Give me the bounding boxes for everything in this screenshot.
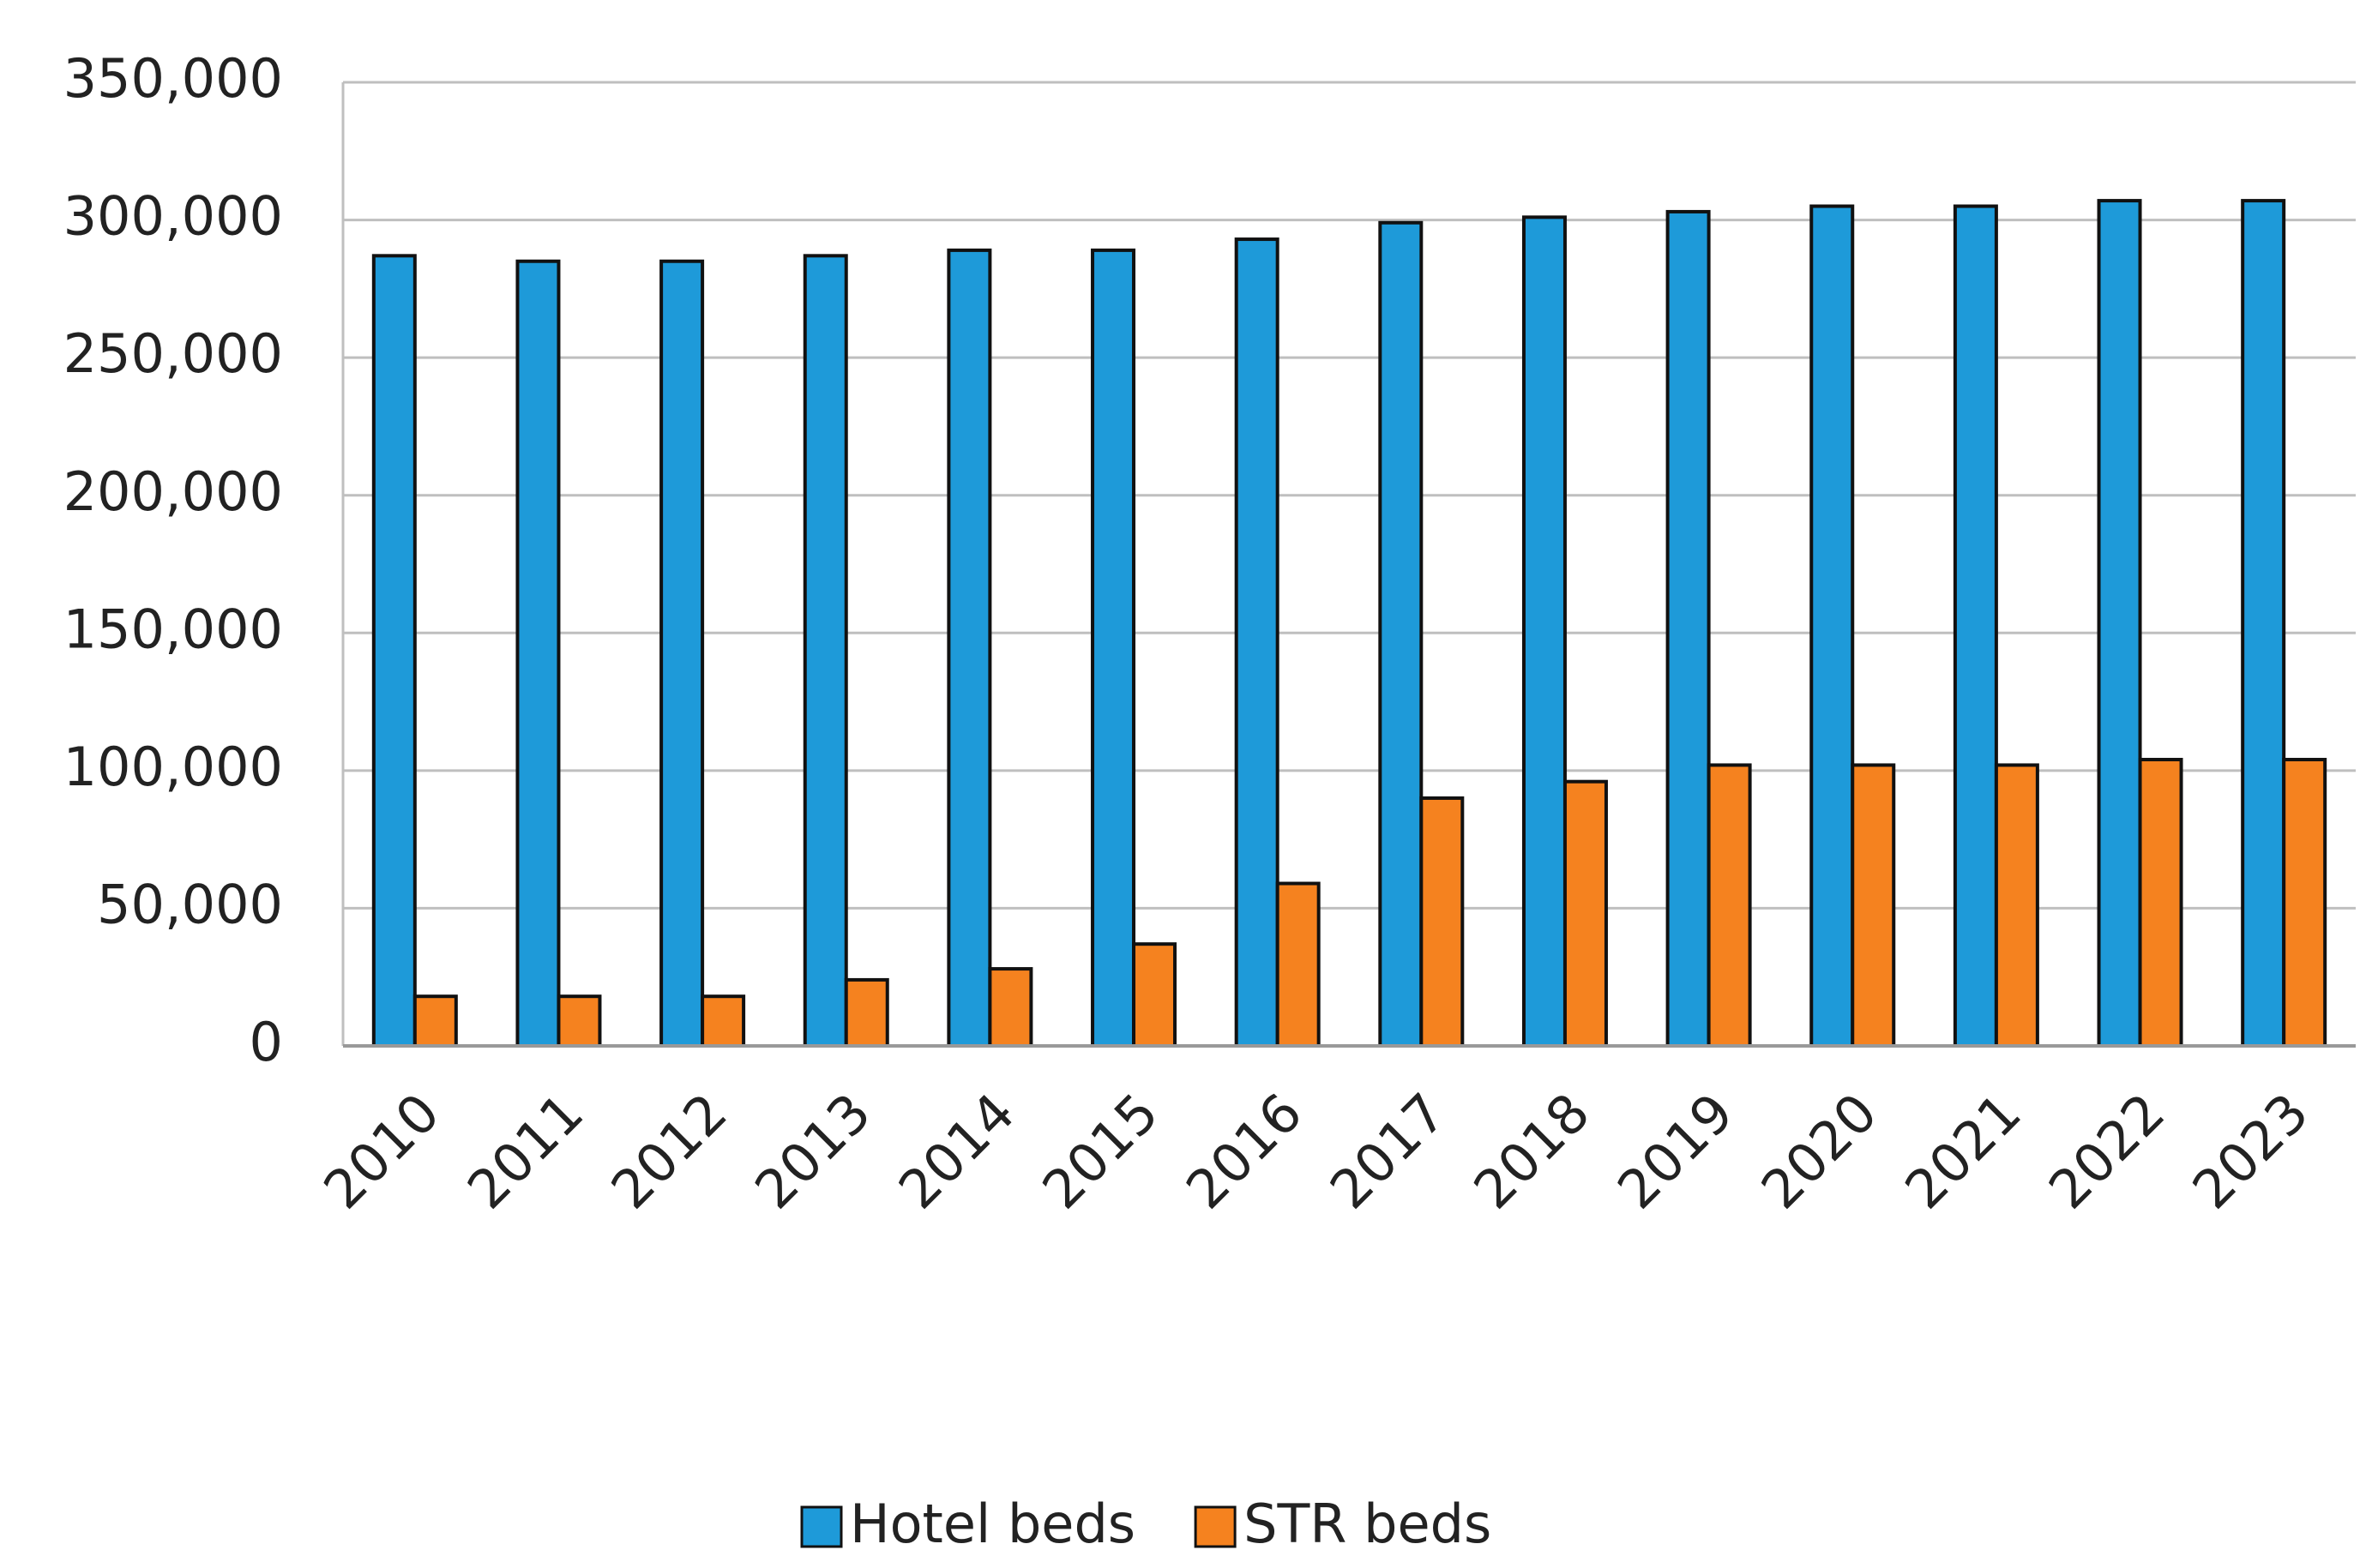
x-tick-label: 2011 [455,1081,595,1221]
bar [371,254,417,1048]
legend-label: Hotel beds [850,1493,1135,1555]
x-tick-label: 2015 [1031,1081,1171,1221]
x-tick-label: 2018 [1461,1081,1601,1221]
x-tick-label: 2012 [599,1081,739,1221]
legend-label: STR beds [1243,1493,1491,1555]
y-tick-label: 250,000 [63,322,283,385]
y-tick-label: 150,000 [63,598,283,660]
bar [947,248,992,1048]
x-tick-label: 2020 [1749,1081,1889,1221]
bar [1378,220,1424,1048]
x-tick-label: 2014 [887,1081,1026,1221]
x-tick-label: 2023 [2181,1081,2321,1221]
bar [412,994,458,1048]
bar [1275,881,1321,1048]
x-tick-label: 2021 [1893,1081,2032,1221]
bar [844,977,889,1048]
bar [2097,199,2142,1048]
legend-swatch [1194,1505,1237,1548]
bar [1809,204,1855,1048]
bar [2282,758,2327,1048]
bar [1419,796,1465,1048]
bar [557,994,602,1048]
bar [1665,209,1711,1048]
bar [701,994,746,1048]
bar [1091,248,1136,1048]
bar [1521,215,1567,1048]
bar [1851,763,1896,1048]
bar [803,254,848,1048]
x-tick-label: 2016 [1174,1081,1314,1221]
x-tick-label: 2017 [1318,1081,1458,1221]
y-tick-label: 0 [250,1011,283,1073]
y-tick-label: 200,000 [63,460,283,523]
bar [2138,758,2183,1048]
x-tick-label: 2022 [2037,1081,2176,1221]
bar [659,259,705,1048]
x-tick-label: 2010 [311,1081,451,1221]
y-tick-label: 50,000 [97,874,283,936]
bar [1953,204,1998,1048]
bar [1707,763,1752,1048]
bar [515,259,561,1048]
y-tick-label: 300,000 [63,185,283,248]
bar [1132,942,1177,1048]
bar [2241,199,2286,1048]
x-tick-label: 2019 [1605,1081,1745,1221]
y-tick-label: 350,000 [63,47,283,110]
bar [988,967,1033,1048]
bar [1562,779,1608,1048]
x-tick-label: 2013 [743,1081,882,1221]
legend-swatch [800,1505,843,1548]
bar [1234,237,1279,1048]
y-tick-label: 100,000 [63,736,283,798]
bar [1994,763,2039,1048]
